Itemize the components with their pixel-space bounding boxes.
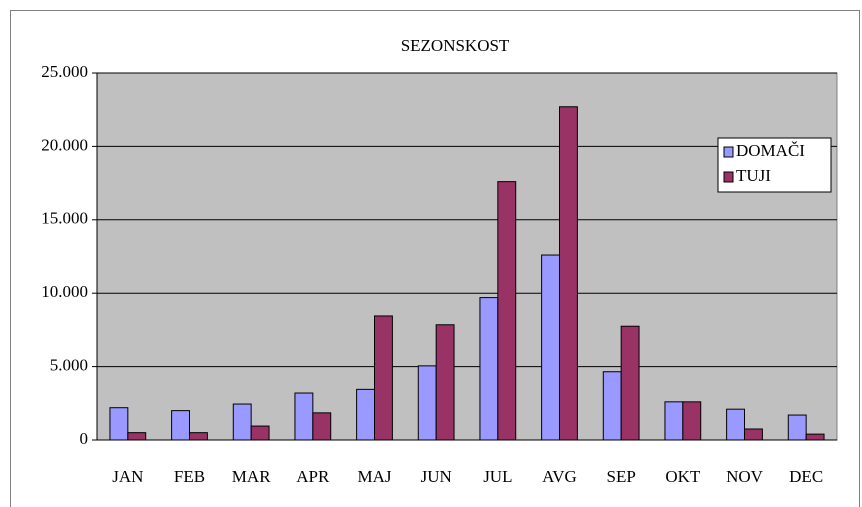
- bar: [682, 401, 702, 441]
- chart-title: SEZONSKOST: [401, 36, 510, 55]
- bar: [726, 408, 745, 441]
- legend-swatch: [723, 171, 734, 183]
- x-tick-label: APR: [296, 467, 330, 486]
- bar: [805, 433, 825, 441]
- bar: [497, 181, 517, 441]
- bar: [559, 106, 578, 441]
- x-tick-label: JUL: [483, 467, 512, 486]
- x-tick-label: SEP: [607, 467, 636, 486]
- bar: [541, 254, 560, 441]
- x-tick-label: MAR: [232, 467, 271, 486]
- bar: [664, 401, 684, 441]
- x-tick-label: NOV: [726, 467, 764, 486]
- bar: [127, 432, 147, 441]
- bar: [602, 371, 622, 441]
- legend-label: DOMAČI: [736, 141, 805, 160]
- bar: [109, 407, 129, 441]
- bar: [417, 365, 437, 441]
- x-tick-label: DEC: [789, 467, 823, 486]
- y-tick-label: 20.000: [41, 135, 88, 154]
- y-tick-label: 15.000: [41, 209, 88, 228]
- y-tick-label: 0: [80, 429, 89, 448]
- x-tick-label: JAN: [112, 467, 143, 486]
- x-tick-label: JUN: [421, 467, 452, 486]
- bar: [312, 412, 332, 441]
- y-tick-label: 25.000: [41, 62, 88, 81]
- bar: [435, 324, 455, 441]
- x-tick-label: MAJ: [357, 467, 391, 486]
- x-tick-label: FEB: [174, 467, 205, 486]
- y-tick-label: 10.000: [41, 282, 88, 301]
- bar: [171, 410, 191, 441]
- legend-label: TUJI: [736, 166, 771, 185]
- x-tick-label: AVG: [542, 467, 577, 486]
- bar: [232, 403, 252, 441]
- bar: [189, 432, 208, 441]
- bar: [744, 428, 763, 441]
- bar: [294, 392, 314, 441]
- x-tick-label: OKT: [665, 467, 701, 486]
- legend-swatch: [723, 146, 734, 158]
- plot-area: [96, 72, 838, 441]
- legend-box: [717, 137, 832, 193]
- bar: [374, 315, 393, 441]
- bar: [787, 414, 807, 441]
- bar: [620, 325, 640, 441]
- bar: [479, 297, 499, 441]
- y-tick-label: 5.000: [50, 356, 88, 375]
- bar: [356, 388, 376, 441]
- bar: [250, 425, 270, 441]
